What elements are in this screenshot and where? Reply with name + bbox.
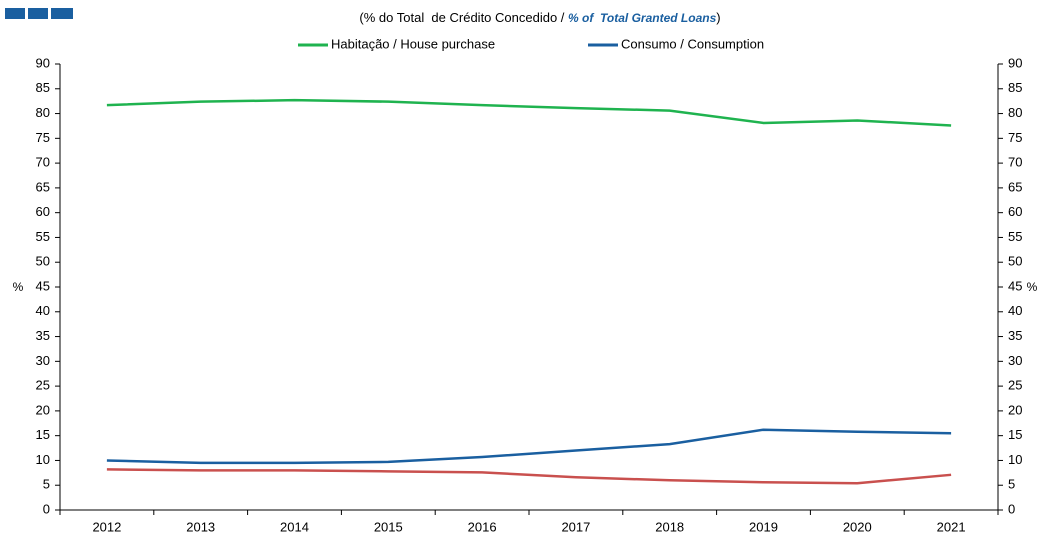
- y-tick-label: 35: [36, 328, 50, 343]
- y2-tick-label: 90: [1008, 55, 1022, 70]
- y2-tick-label: 75: [1008, 130, 1022, 145]
- x-tick-label: 2019: [749, 519, 778, 534]
- y-tick-label: 30: [36, 353, 50, 368]
- y-tick-label: 60: [36, 204, 50, 219]
- y-tick-label: 20: [36, 402, 50, 417]
- y-tick-label: 85: [36, 80, 50, 95]
- y2-tick-label: 55: [1008, 229, 1022, 244]
- series-line: [106, 468, 952, 485]
- x-tick-label: 2020: [843, 519, 872, 534]
- y2-tick-label: 35: [1008, 328, 1022, 343]
- y-tick-label: 75: [36, 130, 50, 145]
- y-tick-label: 40: [36, 303, 50, 318]
- y-tick-label: 10: [36, 452, 50, 467]
- y-tick-label: 5: [43, 477, 50, 492]
- x-tick-label: 2021: [937, 519, 966, 534]
- y-tick-label: 15: [36, 427, 50, 442]
- x-tick-label: 2018: [655, 519, 684, 534]
- title-en: % of Total Granted Loans: [568, 11, 717, 25]
- y2-tick-label: 65: [1008, 179, 1022, 194]
- y2-tick-label: 40: [1008, 303, 1022, 318]
- series-line: [106, 428, 952, 465]
- y-tick-label: 80: [36, 105, 50, 120]
- y2-tick-label: 45: [1008, 278, 1022, 293]
- y2-tick-label: 50: [1008, 254, 1022, 269]
- legend-label: Consumo / Consumption: [621, 36, 764, 51]
- x-tick-label: 2016: [468, 519, 497, 534]
- legend-label: Habitação / House purchase: [331, 36, 495, 51]
- y2-tick-label: 20: [1008, 402, 1022, 417]
- y2-tick-label: 30: [1008, 353, 1022, 368]
- y-tick-label: 45: [36, 278, 50, 293]
- y2-tick-label: 85: [1008, 80, 1022, 95]
- y-tick-label: 65: [36, 179, 50, 194]
- y-tick-label: 0: [43, 501, 50, 516]
- y-tick-label: 55: [36, 229, 50, 244]
- y-axis-label: %: [13, 280, 24, 294]
- y2-tick-label: 80: [1008, 105, 1022, 120]
- series-line: [106, 98, 952, 127]
- x-tick-label: 2013: [186, 519, 215, 534]
- y2-tick-label: 5: [1008, 477, 1015, 492]
- y2-tick-label: 10: [1008, 452, 1022, 467]
- x-tick-label: 2014: [280, 519, 309, 534]
- title-close: ): [716, 10, 720, 25]
- y2-tick-label: 70: [1008, 155, 1022, 170]
- logo-block: [5, 8, 25, 19]
- y2-tick-label: 60: [1008, 204, 1022, 219]
- logo-block: [28, 8, 48, 19]
- y2-tick-label: 15: [1008, 427, 1022, 442]
- x-tick-label: 2017: [561, 519, 590, 534]
- chart-title: (% do Total de Crédito Concedido / % of …: [359, 10, 720, 25]
- x-tick-label: 2015: [374, 519, 403, 534]
- y-tick-label: 50: [36, 254, 50, 269]
- x-tick-label: 2012: [92, 519, 121, 534]
- title-pt: (% do Total de Crédito Concedido /: [359, 10, 568, 25]
- y-tick-label: 90: [36, 55, 50, 70]
- y2-axis-label: %: [1027, 280, 1038, 294]
- logo-block: [51, 8, 73, 19]
- y2-tick-label: 0: [1008, 501, 1015, 516]
- y-tick-label: 70: [36, 155, 50, 170]
- y-tick-label: 25: [36, 378, 50, 393]
- y2-tick-label: 25: [1008, 378, 1022, 393]
